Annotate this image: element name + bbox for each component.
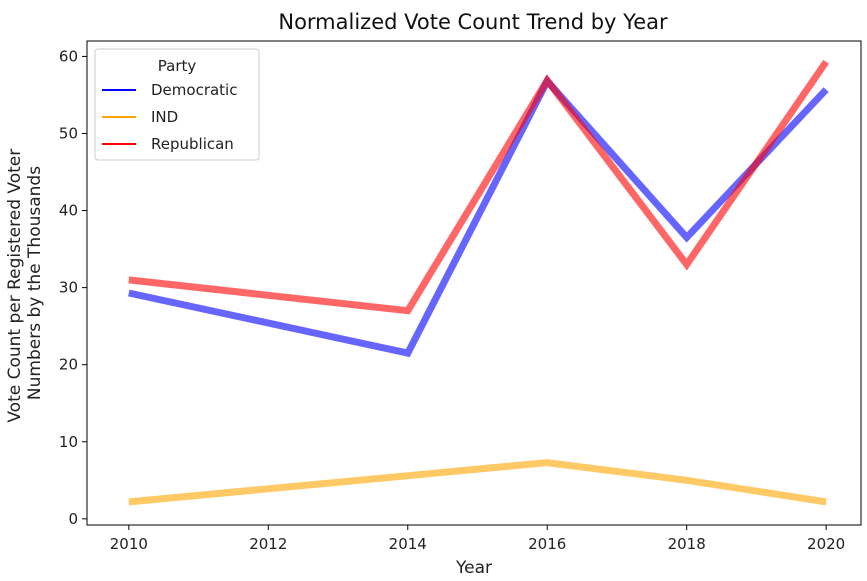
x-axis-ticks: 2010 2012 2014 2016 2018 2020 (110, 525, 845, 553)
x-tick-label: 2020 (807, 535, 845, 553)
series-line-ind (128, 459, 827, 506)
legend-label-republican: Republican (151, 135, 234, 153)
legend-label-ind: IND (151, 108, 178, 126)
y-axis-label-line-2: Numbers by the Thousands (25, 166, 45, 400)
y-tick-label: 50 (59, 124, 78, 142)
legend-label-democratic: Democratic (151, 81, 237, 99)
legend: Party Democratic IND Republican (94, 48, 260, 161)
x-tick-label: 2018 (668, 535, 706, 553)
chart-title: Normalized Vote Count Trend by Year (278, 10, 668, 34)
legend-title: Party (158, 57, 197, 75)
x-axis-label: Year (455, 558, 492, 578)
legend-entries: Democratic IND Republican (102, 81, 237, 153)
plot-frame (86, 40, 862, 526)
y-tick-label: 30 (59, 279, 78, 297)
y-tick-label: 40 (59, 202, 78, 220)
y-tick-label: 10 (59, 433, 78, 451)
y-tick-label: 0 (68, 510, 78, 528)
x-tick-label: 2014 (389, 535, 427, 553)
y-axis-ticks: 0 10 20 30 40 50 60 (59, 47, 87, 528)
x-tick-label: 2012 (249, 535, 287, 553)
legend-box (94, 48, 260, 161)
x-tick-label: 2016 (528, 535, 566, 553)
series-line-republican (128, 59, 829, 315)
series-lines (128, 59, 829, 506)
y-tick-label: 20 (59, 356, 78, 374)
y-axis-label-line-1: Vote Count per Registered Voter (5, 149, 25, 423)
x-tick-label: 2010 (110, 535, 148, 553)
y-tick-label: 60 (59, 47, 78, 65)
y-axis-label: Vote Count per Registered Voter Numbers … (5, 143, 45, 422)
